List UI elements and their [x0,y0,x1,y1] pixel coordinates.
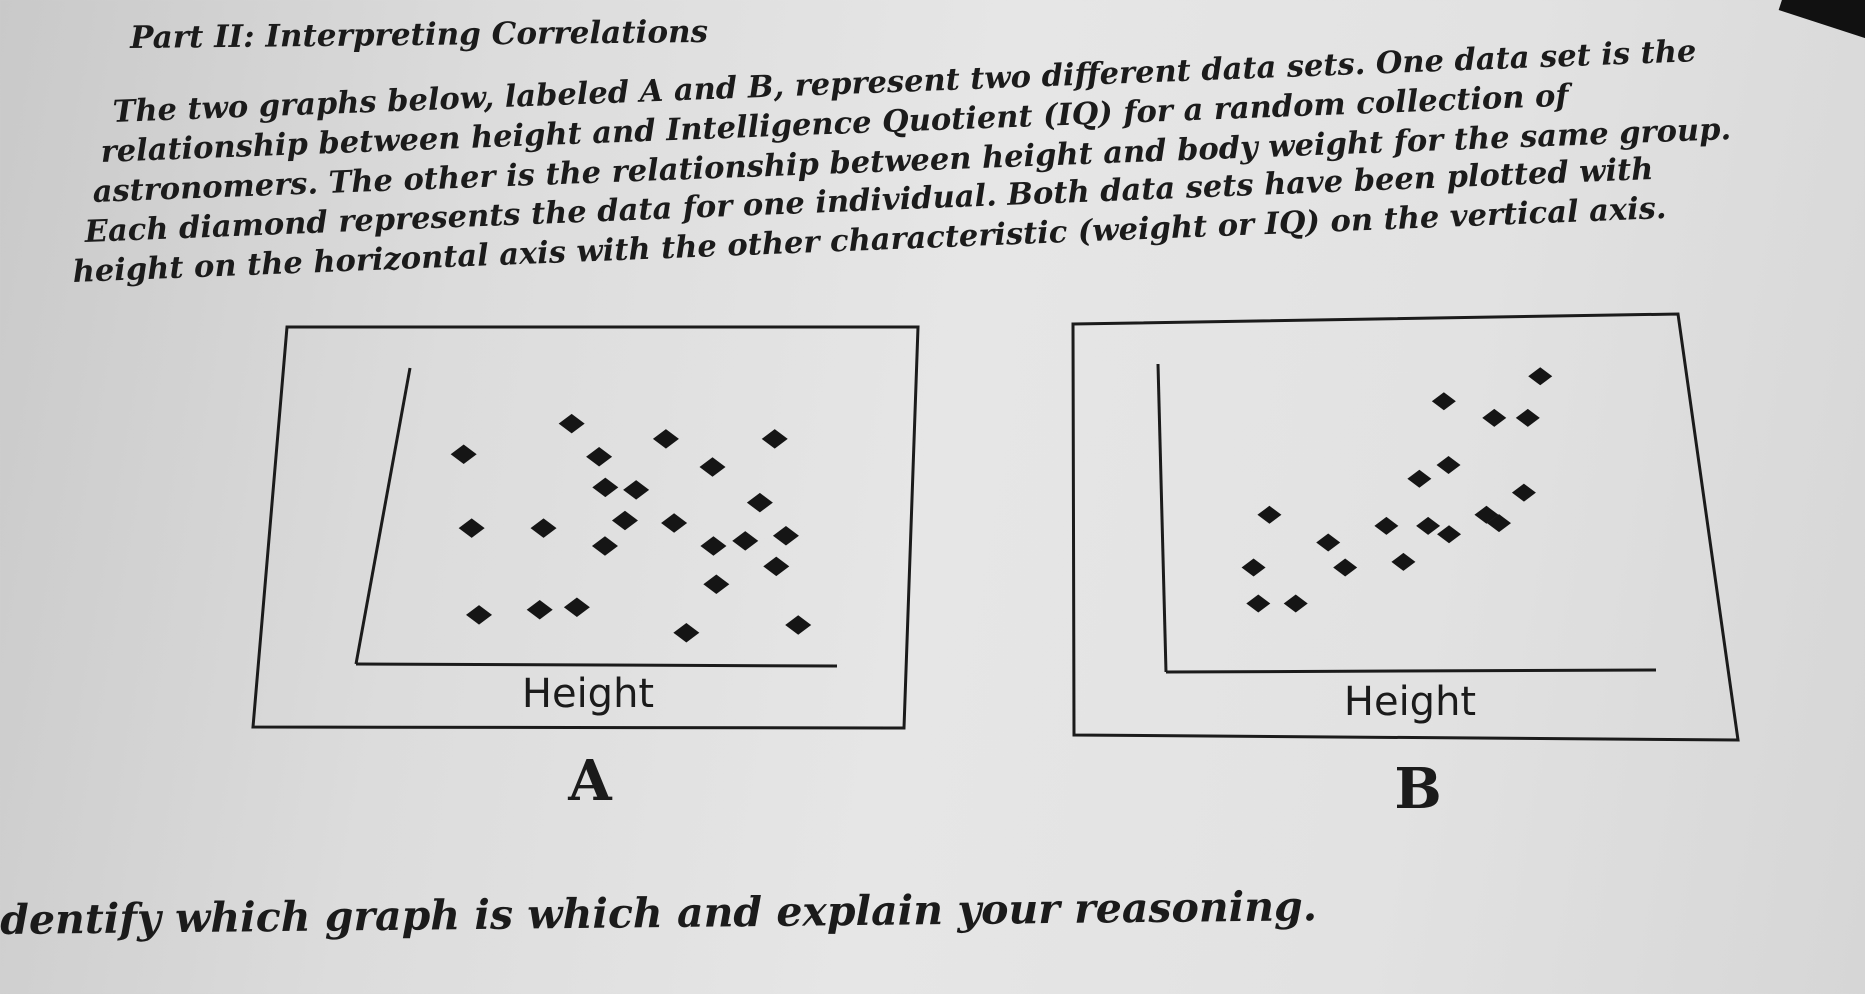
chart-b-diamond-point [1241,558,1266,577]
chart-b-panel-letter: B [1394,756,1441,822]
chart-a-diamond-point [591,536,618,556]
chart-b-diamond-point [1407,469,1432,488]
chart-a-diamond-point [450,444,477,464]
chart-a-diamond-point [699,457,726,477]
chart-a-diamond-point [526,600,553,620]
chart-a-diamond-point [703,574,730,594]
chart-b: Height B [1071,312,1740,822]
chart-a-x-label: Height [522,671,654,717]
chart-b-diamond-point [1374,516,1399,535]
chart-a-diamond-point [611,510,638,531]
chart-a-diamond-point [772,526,799,546]
chart-b-diamond-point [1436,455,1461,474]
chart-a-panel-letter: A [567,748,613,814]
chart-a-diamond-point [466,605,493,625]
chart-a-diamond-point [700,536,727,556]
chart-b-diamond-point [1246,594,1271,613]
chart-a-frame [251,325,920,730]
chart-b-diamond-point [1391,552,1416,571]
chart-a-diamond-point [563,597,590,617]
chart-a-diamond-point [530,518,557,538]
chart-a-diamond-point [673,622,700,643]
chart-a-points [450,413,812,643]
chart-b-diamond-point [1528,367,1553,386]
chart-b-diamond-point [1437,525,1462,544]
chart-b-diamond-point [1316,533,1341,552]
chart-b-y-axis [1156,363,1168,673]
chart-b-points [1241,367,1553,613]
chart-b-diamond-point [1416,516,1441,535]
chart-a-diamond-point [763,556,790,577]
chart-a-diamond-point [652,429,679,449]
chart-a-diamond-point [558,413,585,434]
chart-a-diamond-point [732,531,759,551]
chart-a-diamond-point [623,480,650,500]
chart-a-diamond-point [592,477,619,498]
chart-a-diamond-point [458,518,485,538]
chart-b-diamond-point [1515,408,1540,427]
chart-b-diamond-point [1257,505,1282,524]
chart-b-diamond-point [1333,558,1358,577]
chart-a-diamond-point [661,513,688,533]
chart-a-x-axis [355,662,838,668]
chart-b-diamond-point [1283,594,1308,613]
chart-a: Height A [251,325,920,814]
chart-a-diamond-point [785,615,812,635]
chart-b-x-label: Height [1344,679,1476,725]
chart-a-diamond-point [586,447,613,467]
chart-b-x-axis [1165,668,1657,674]
chart-b-diamond-point [1431,392,1456,411]
chart-a-y-axis [354,367,412,665]
chart-b-frame [1071,312,1740,742]
chart-a-diamond-point [761,429,788,449]
chart-b-diamond-point [1511,483,1536,502]
chart-a-diamond-point [746,492,773,513]
chart-b-diamond-point [1487,514,1512,533]
chart-b-diamond-point [1482,408,1507,427]
